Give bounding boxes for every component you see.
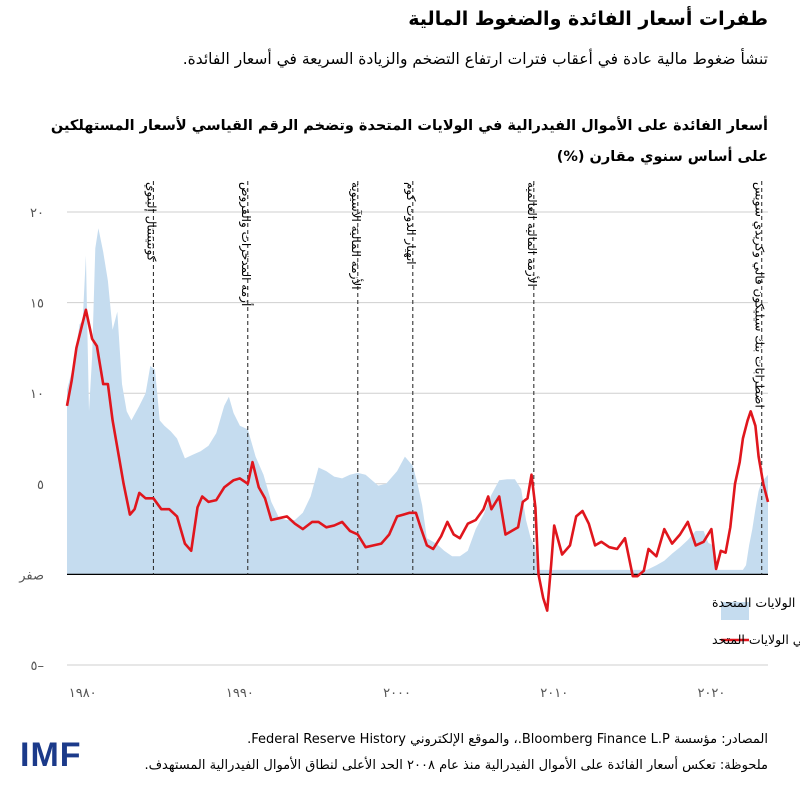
- fed-funds-area: [67, 228, 768, 575]
- imf-logo: IMF: [20, 736, 82, 774]
- note-text: ملحوظة: تعكس أسعار الفائدة على الأموال ا…: [144, 758, 768, 773]
- legend-label-fed-funds: أسعار الفائدة على الأموال الفيدرالية في …: [712, 594, 800, 611]
- legend-swatch-fed-funds: [721, 602, 749, 620]
- y-tick-label: ١٥: [30, 297, 44, 312]
- event-label: انهيار الدوت كوم: [403, 182, 418, 265]
- event-label: الأزمة المالية العالمية: [524, 182, 540, 287]
- x-tick-label: ٢٠١٠: [540, 686, 568, 701]
- y-tick-label: ١٠: [30, 387, 44, 402]
- x-tick-label: ٢٠٠٠: [383, 686, 411, 701]
- page-title: طفرات أسعار الفائدة والضغوط المالية: [408, 8, 768, 30]
- y-tick-label: صفر: [18, 568, 44, 583]
- event-label: الأزمة المالية الآسيوية: [348, 182, 364, 290]
- chart-title: أسعار الفائدة على الأموال الفيدرالية في …: [50, 118, 768, 165]
- sources-text: المصادر: مؤسسة Bloomberg Finance L.P.، و…: [247, 732, 768, 747]
- y-tick-label: ٥: [37, 478, 44, 493]
- x-tick-label: ١٩٩٠: [226, 686, 254, 701]
- x-tick-label: ٢٠٢٠: [697, 686, 725, 701]
- y-tick-label: ٥–: [31, 659, 44, 674]
- page-subtitle: تنشأ ضغوط مالية عادة في أعقاب فترات ارتف…: [182, 50, 768, 68]
- tick-layer: ٢٠ ١٥ ١٠ ٥ صفر ٥– ١٩٨٠ ١٩٩٠ ٢٠٠٠ ٢٠١٠ ٢٠٢٠: [18, 206, 725, 701]
- cpi-line: [65, 308, 770, 612]
- event-label: أزمة المدخرات والقروض: [238, 182, 254, 306]
- legend-label-cpi: الرقم القياسي لأسعار المستهلكين في الولا…: [712, 632, 800, 648]
- event-layer: كونتيننتال إلينوي أزمة المدخرات والقروض ال…: [143, 181, 767, 575]
- event-label: كونتيننتال إلينوي: [143, 182, 158, 262]
- chart-plot: كونتيننتال إلينوي أزمة المدخرات والقروض ال…: [18, 181, 800, 701]
- event-label: اضطرابات بنك سيليكون فالي وكريدي سويس: [752, 182, 767, 408]
- x-tick-label: ١٩٨٠: [69, 686, 97, 701]
- y-tick-label: ٢٠: [30, 206, 44, 221]
- legend: أسعار الفائدة على الأموال الفيدرالية في …: [712, 594, 800, 648]
